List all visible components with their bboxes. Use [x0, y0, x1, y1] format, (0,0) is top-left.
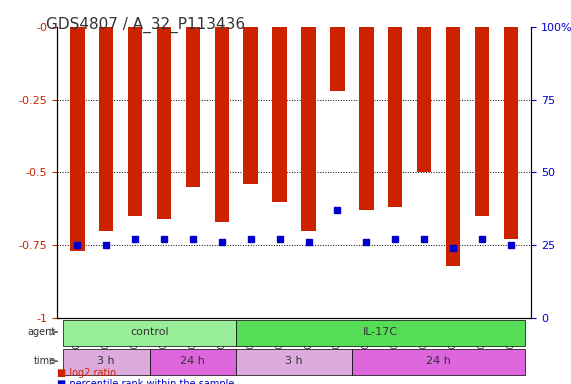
Text: 24 h: 24 h	[180, 356, 206, 366]
FancyBboxPatch shape	[150, 349, 236, 375]
FancyBboxPatch shape	[352, 349, 525, 375]
Bar	[388, 27, 403, 207]
Bar	[157, 27, 171, 219]
Bar	[446, 27, 460, 266]
Bar	[359, 27, 373, 210]
Text: time: time	[34, 356, 55, 366]
Bar	[475, 27, 489, 216]
Bar	[330, 27, 345, 91]
Text: GDS4807 / A_32_P113436: GDS4807 / A_32_P113436	[46, 17, 245, 33]
Text: ■ log2 ratio: ■ log2 ratio	[57, 368, 116, 378]
Text: control: control	[130, 327, 169, 337]
Bar	[417, 27, 431, 172]
Text: 24 h: 24 h	[426, 356, 451, 366]
Text: 3 h: 3 h	[286, 356, 303, 366]
Text: IL-17C: IL-17C	[363, 327, 399, 337]
Bar	[128, 27, 142, 216]
Bar	[215, 27, 229, 222]
Bar	[99, 27, 114, 231]
Bar	[186, 27, 200, 187]
FancyBboxPatch shape	[236, 319, 525, 346]
Text: 3 h: 3 h	[98, 356, 115, 366]
Bar	[70, 27, 85, 251]
Text: ■ percentile rank within the sample: ■ percentile rank within the sample	[57, 379, 235, 384]
Bar	[272, 27, 287, 202]
Bar	[243, 27, 258, 184]
FancyBboxPatch shape	[63, 319, 236, 346]
FancyBboxPatch shape	[63, 349, 150, 375]
Bar	[301, 27, 316, 231]
Bar	[504, 27, 518, 240]
FancyBboxPatch shape	[236, 349, 352, 375]
Text: agent: agent	[27, 327, 55, 337]
